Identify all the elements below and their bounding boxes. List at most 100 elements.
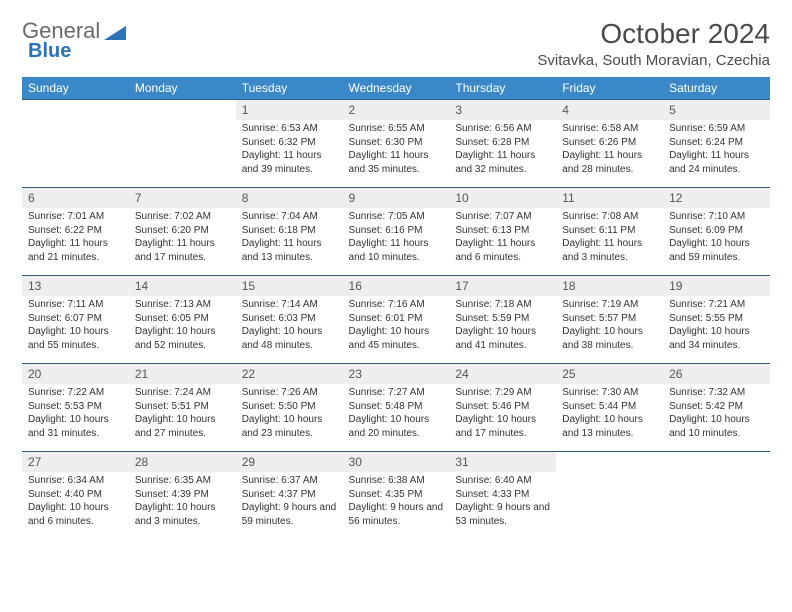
sunrise-text: Sunrise: 7:18 AM bbox=[455, 298, 550, 312]
sunset-text: Sunset: 5:42 PM bbox=[669, 400, 764, 414]
sunrise-text: Sunrise: 6:58 AM bbox=[562, 122, 657, 136]
sunset-text: Sunset: 4:37 PM bbox=[242, 488, 337, 502]
sunrise-text: Sunrise: 7:30 AM bbox=[562, 386, 657, 400]
day-number: 23 bbox=[343, 364, 450, 384]
day-number: 30 bbox=[343, 452, 450, 472]
daylight-text: Daylight: 10 hours and 55 minutes. bbox=[28, 325, 123, 352]
sunrise-text: Sunrise: 7:05 AM bbox=[349, 210, 444, 224]
sunset-text: Sunset: 6:22 PM bbox=[28, 224, 123, 238]
sunset-text: Sunset: 6:30 PM bbox=[349, 136, 444, 150]
day-number: 15 bbox=[236, 276, 343, 296]
daylight-text: Daylight: 11 hours and 35 minutes. bbox=[349, 149, 444, 176]
sunrise-text: Sunrise: 7:19 AM bbox=[562, 298, 657, 312]
day-details: Sunrise: 7:24 AMSunset: 5:51 PMDaylight:… bbox=[129, 384, 236, 444]
page-title: October 2024 bbox=[537, 18, 770, 50]
sunrise-text: Sunrise: 7:14 AM bbox=[242, 298, 337, 312]
calendar-day-cell: 13Sunrise: 7:11 AMSunset: 6:07 PMDayligh… bbox=[22, 276, 129, 364]
day-details: Sunrise: 6:58 AMSunset: 6:26 PMDaylight:… bbox=[556, 120, 663, 180]
sunset-text: Sunset: 4:40 PM bbox=[28, 488, 123, 502]
weekday-header: Sunday bbox=[22, 77, 129, 100]
calendar-table: SundayMondayTuesdayWednesdayThursdayFrid… bbox=[22, 77, 770, 540]
day-details: Sunrise: 7:30 AMSunset: 5:44 PMDaylight:… bbox=[556, 384, 663, 444]
sunset-text: Sunset: 6:24 PM bbox=[669, 136, 764, 150]
day-number: 1 bbox=[236, 100, 343, 120]
day-number: 14 bbox=[129, 276, 236, 296]
day-details: Sunrise: 6:40 AMSunset: 4:33 PMDaylight:… bbox=[449, 472, 556, 532]
daylight-text: Daylight: 10 hours and 10 minutes. bbox=[669, 413, 764, 440]
day-number: 29 bbox=[236, 452, 343, 472]
calendar-day-cell: 26Sunrise: 7:32 AMSunset: 5:42 PMDayligh… bbox=[663, 364, 770, 452]
calendar-header-row: SundayMondayTuesdayWednesdayThursdayFrid… bbox=[22, 77, 770, 100]
day-details: Sunrise: 7:19 AMSunset: 5:57 PMDaylight:… bbox=[556, 296, 663, 356]
daylight-text: Daylight: 11 hours and 10 minutes. bbox=[349, 237, 444, 264]
day-details: Sunrise: 7:08 AMSunset: 6:11 PMDaylight:… bbox=[556, 208, 663, 268]
sunset-text: Sunset: 6:07 PM bbox=[28, 312, 123, 326]
weekday-header: Wednesday bbox=[343, 77, 450, 100]
daylight-text: Daylight: 9 hours and 56 minutes. bbox=[349, 501, 444, 528]
sunset-text: Sunset: 6:09 PM bbox=[669, 224, 764, 238]
calendar-day-cell: 28Sunrise: 6:35 AMSunset: 4:39 PMDayligh… bbox=[129, 452, 236, 540]
sunset-text: Sunset: 5:44 PM bbox=[562, 400, 657, 414]
calendar-day-cell: 21Sunrise: 7:24 AMSunset: 5:51 PMDayligh… bbox=[129, 364, 236, 452]
day-number: 27 bbox=[22, 452, 129, 472]
sunrise-text: Sunrise: 6:34 AM bbox=[28, 474, 123, 488]
daylight-text: Daylight: 10 hours and 59 minutes. bbox=[669, 237, 764, 264]
sunrise-text: Sunrise: 6:37 AM bbox=[242, 474, 337, 488]
daylight-text: Daylight: 10 hours and 23 minutes. bbox=[242, 413, 337, 440]
day-number: 6 bbox=[22, 188, 129, 208]
day-details: Sunrise: 7:21 AMSunset: 5:55 PMDaylight:… bbox=[663, 296, 770, 356]
sunrise-text: Sunrise: 6:40 AM bbox=[455, 474, 550, 488]
calendar-day-cell: .. bbox=[556, 452, 663, 540]
calendar-day-cell: 11Sunrise: 7:08 AMSunset: 6:11 PMDayligh… bbox=[556, 188, 663, 276]
sunrise-text: Sunrise: 7:21 AM bbox=[669, 298, 764, 312]
calendar-day-cell: 7Sunrise: 7:02 AMSunset: 6:20 PMDaylight… bbox=[129, 188, 236, 276]
calendar-day-cell: 3Sunrise: 6:56 AMSunset: 6:28 PMDaylight… bbox=[449, 100, 556, 188]
sunset-text: Sunset: 6:11 PM bbox=[562, 224, 657, 238]
sunrise-text: Sunrise: 6:38 AM bbox=[349, 474, 444, 488]
sunset-text: Sunset: 5:59 PM bbox=[455, 312, 550, 326]
day-details: Sunrise: 7:14 AMSunset: 6:03 PMDaylight:… bbox=[236, 296, 343, 356]
day-details: Sunrise: 7:22 AMSunset: 5:53 PMDaylight:… bbox=[22, 384, 129, 444]
day-number: 7 bbox=[129, 188, 236, 208]
day-number: 28 bbox=[129, 452, 236, 472]
day-details: Sunrise: 7:01 AMSunset: 6:22 PMDaylight:… bbox=[22, 208, 129, 268]
day-details: Sunrise: 7:29 AMSunset: 5:46 PMDaylight:… bbox=[449, 384, 556, 444]
daylight-text: Daylight: 10 hours and 3 minutes. bbox=[135, 501, 230, 528]
day-number: 22 bbox=[236, 364, 343, 384]
sunset-text: Sunset: 4:39 PM bbox=[135, 488, 230, 502]
day-details: Sunrise: 7:16 AMSunset: 6:01 PMDaylight:… bbox=[343, 296, 450, 356]
sunset-text: Sunset: 6:05 PM bbox=[135, 312, 230, 326]
calendar-day-cell: 17Sunrise: 7:18 AMSunset: 5:59 PMDayligh… bbox=[449, 276, 556, 364]
sunrise-text: Sunrise: 7:08 AM bbox=[562, 210, 657, 224]
sunrise-text: Sunrise: 7:22 AM bbox=[28, 386, 123, 400]
sunrise-text: Sunrise: 7:24 AM bbox=[135, 386, 230, 400]
daylight-text: Daylight: 9 hours and 59 minutes. bbox=[242, 501, 337, 528]
sunrise-text: Sunrise: 7:27 AM bbox=[349, 386, 444, 400]
sunset-text: Sunset: 5:57 PM bbox=[562, 312, 657, 326]
calendar-day-cell: 18Sunrise: 7:19 AMSunset: 5:57 PMDayligh… bbox=[556, 276, 663, 364]
sunset-text: Sunset: 6:18 PM bbox=[242, 224, 337, 238]
sunrise-text: Sunrise: 7:04 AM bbox=[242, 210, 337, 224]
sunrise-text: Sunrise: 7:02 AM bbox=[135, 210, 230, 224]
daylight-text: Daylight: 11 hours and 39 minutes. bbox=[242, 149, 337, 176]
sunrise-text: Sunrise: 7:26 AM bbox=[242, 386, 337, 400]
calendar-week-row: 20Sunrise: 7:22 AMSunset: 5:53 PMDayligh… bbox=[22, 364, 770, 452]
day-number: 9 bbox=[343, 188, 450, 208]
day-details: Sunrise: 7:05 AMSunset: 6:16 PMDaylight:… bbox=[343, 208, 450, 268]
calendar-day-cell: 15Sunrise: 7:14 AMSunset: 6:03 PMDayligh… bbox=[236, 276, 343, 364]
sunrise-text: Sunrise: 7:29 AM bbox=[455, 386, 550, 400]
sunrise-text: Sunrise: 6:56 AM bbox=[455, 122, 550, 136]
day-details: Sunrise: 6:55 AMSunset: 6:30 PMDaylight:… bbox=[343, 120, 450, 180]
calendar-day-cell: 29 Sunrise: 6:37 AMSunset: 4:37 PMDayligh… bbox=[236, 452, 343, 540]
daylight-text: Daylight: 10 hours and 52 minutes. bbox=[135, 325, 230, 352]
sunrise-text: Sunrise: 7:11 AM bbox=[28, 298, 123, 312]
day-number: 24 bbox=[449, 364, 556, 384]
weekday-header: Thursday bbox=[449, 77, 556, 100]
sunset-text: Sunset: 4:33 PM bbox=[455, 488, 550, 502]
sunset-text: Sunset: 6:01 PM bbox=[349, 312, 444, 326]
day-details: Sunrise: 6:56 AMSunset: 6:28 PMDaylight:… bbox=[449, 120, 556, 180]
day-number: 26 bbox=[663, 364, 770, 384]
sunset-text: Sunset: 5:55 PM bbox=[669, 312, 764, 326]
daylight-text: Daylight: 10 hours and 34 minutes. bbox=[669, 325, 764, 352]
daylight-text: Daylight: 10 hours and 20 minutes. bbox=[349, 413, 444, 440]
